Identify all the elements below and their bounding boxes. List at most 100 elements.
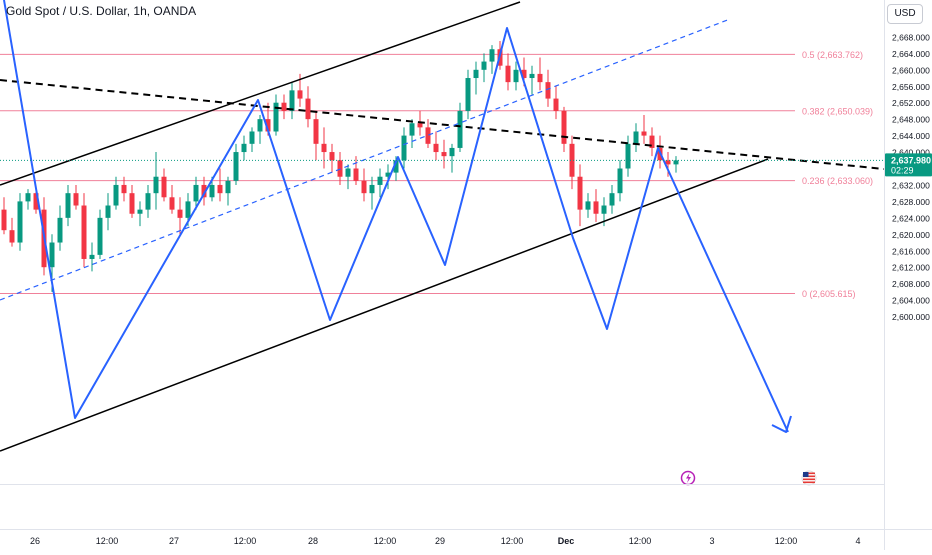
price-tick-label: 2,604.000: [892, 296, 930, 306]
zigzag-projection: [3, 0, 789, 433]
candle-body: [409, 123, 415, 136]
candle-body: [441, 152, 447, 157]
candle-body: [457, 110, 463, 148]
candle-body: [297, 90, 303, 99]
candle-body: [633, 131, 639, 144]
candle-body: [25, 193, 31, 202]
candle-body: [649, 135, 655, 148]
price-tick-label: 2,632.000: [892, 180, 930, 190]
candle-body: [545, 82, 551, 99]
us-flag-icon[interactable]: [801, 470, 817, 486]
price-tick-label: 2,668.000: [892, 32, 930, 42]
fib-label: 0.5 (2,663.762): [802, 50, 863, 60]
lightning-icon[interactable]: [680, 470, 696, 486]
candle-body: [569, 143, 575, 177]
price-tick-label: 2,648.000: [892, 115, 930, 125]
candle-body: [241, 143, 247, 153]
time-tick-label: 26: [30, 536, 40, 546]
candle-body: [313, 119, 319, 144]
midline-dashed: [0, 18, 731, 301]
channel-lower-line: [0, 158, 769, 452]
candle-body: [361, 180, 367, 194]
price-tick-label: 2,644.000: [892, 131, 930, 141]
candle-body: [521, 69, 527, 79]
candle-body: [345, 168, 351, 177]
time-tick-label: 3: [709, 536, 714, 546]
price-tick-label: 2,612.000: [892, 263, 930, 273]
candle-body: [481, 61, 487, 70]
candle-body: [369, 184, 375, 194]
candle-body: [57, 217, 63, 243]
time-tick-label: 12:00: [629, 536, 652, 546]
candle-body: [489, 49, 495, 62]
candle-body: [385, 172, 391, 177]
last-price-value: 2,637.980: [891, 155, 931, 165]
candle-body: [81, 205, 87, 259]
candle-body: [577, 176, 583, 210]
resistance-dashed-line: [0, 79, 885, 170]
candle-body: [505, 65, 511, 83]
price-tick-label: 2,600.000: [892, 312, 930, 322]
candle-body: [417, 123, 423, 128]
candle-body: [161, 176, 167, 198]
fib-label: 0.236 (2,633.060): [802, 176, 873, 186]
candles: [1, 41, 679, 292]
price-tick-label: 2,640.000: [892, 148, 930, 158]
candle-body: [585, 201, 591, 210]
drawings: [0, 0, 885, 452]
candle-body: [513, 69, 519, 83]
candle-body: [129, 193, 135, 214]
time-tick-label: 12:00: [96, 536, 119, 546]
candle-body: [561, 110, 567, 144]
price-tick-label: 2,660.000: [892, 65, 930, 75]
last-price-tag: [885, 153, 932, 177]
candle-body: [673, 160, 679, 165]
candle-body: [1, 209, 7, 231]
candle-body: [225, 180, 231, 194]
fibonacci-levels: 0.5 (2,663.762) 0.382 (2,650.039) 0.236 (2…: [0, 50, 873, 299]
price-tick-label: 2,652.000: [892, 98, 930, 108]
candle-body: [537, 73, 543, 83]
time-tick-label: 28: [308, 536, 318, 546]
candle-body: [593, 201, 599, 214]
candle-body: [97, 217, 103, 255]
candle-body: [553, 98, 559, 111]
time-tick-label: 12:00: [374, 536, 397, 546]
candle-body: [321, 143, 327, 153]
candle-body: [609, 193, 615, 206]
candle-body: [233, 152, 239, 181]
candle-body: [601, 205, 607, 214]
price-tick-label: 2,664.000: [892, 49, 930, 59]
candle-body: [169, 197, 175, 210]
price-tick-label: 2,624.000: [892, 213, 930, 223]
projection-arrowhead: [771, 415, 792, 433]
time-axis: 26 12:00 27 12:00 28 12:00 29 12:00 Dec 12:00 3 12:…: [30, 536, 861, 546]
candle-body: [217, 184, 223, 194]
time-tick-label: 27: [169, 536, 179, 546]
candle-body: [89, 254, 95, 259]
candle-body: [473, 69, 479, 79]
time-tick-label: 12:00: [775, 536, 798, 546]
fib-label: 0 (2,605.615): [802, 289, 856, 299]
time-tick-label: 12:00: [234, 536, 257, 546]
candle-body: [209, 184, 215, 198]
candle-body: [617, 168, 623, 194]
candle-body: [529, 73, 535, 79]
price-tick-label: 2,620.000: [892, 230, 930, 240]
time-tick-label: 29: [435, 536, 445, 546]
price-tick-label: 2,608.000: [892, 279, 930, 289]
candle-body: [329, 152, 335, 161]
price-tick-label: 2,628.000: [892, 197, 930, 207]
candle-body: [377, 176, 383, 185]
candle-body: [401, 135, 407, 161]
candle-body: [65, 193, 71, 218]
event-icons: [680, 470, 817, 486]
price-axis: 2,668.000 2,664.000 2,660.000 2,656.000 2,65…: [885, 32, 932, 322]
candle-body: [393, 160, 399, 173]
time-tick-label: 4: [855, 536, 860, 546]
candle-body: [265, 119, 271, 132]
candle-body: [305, 98, 311, 120]
currency-button[interactable]: USD: [887, 4, 923, 24]
